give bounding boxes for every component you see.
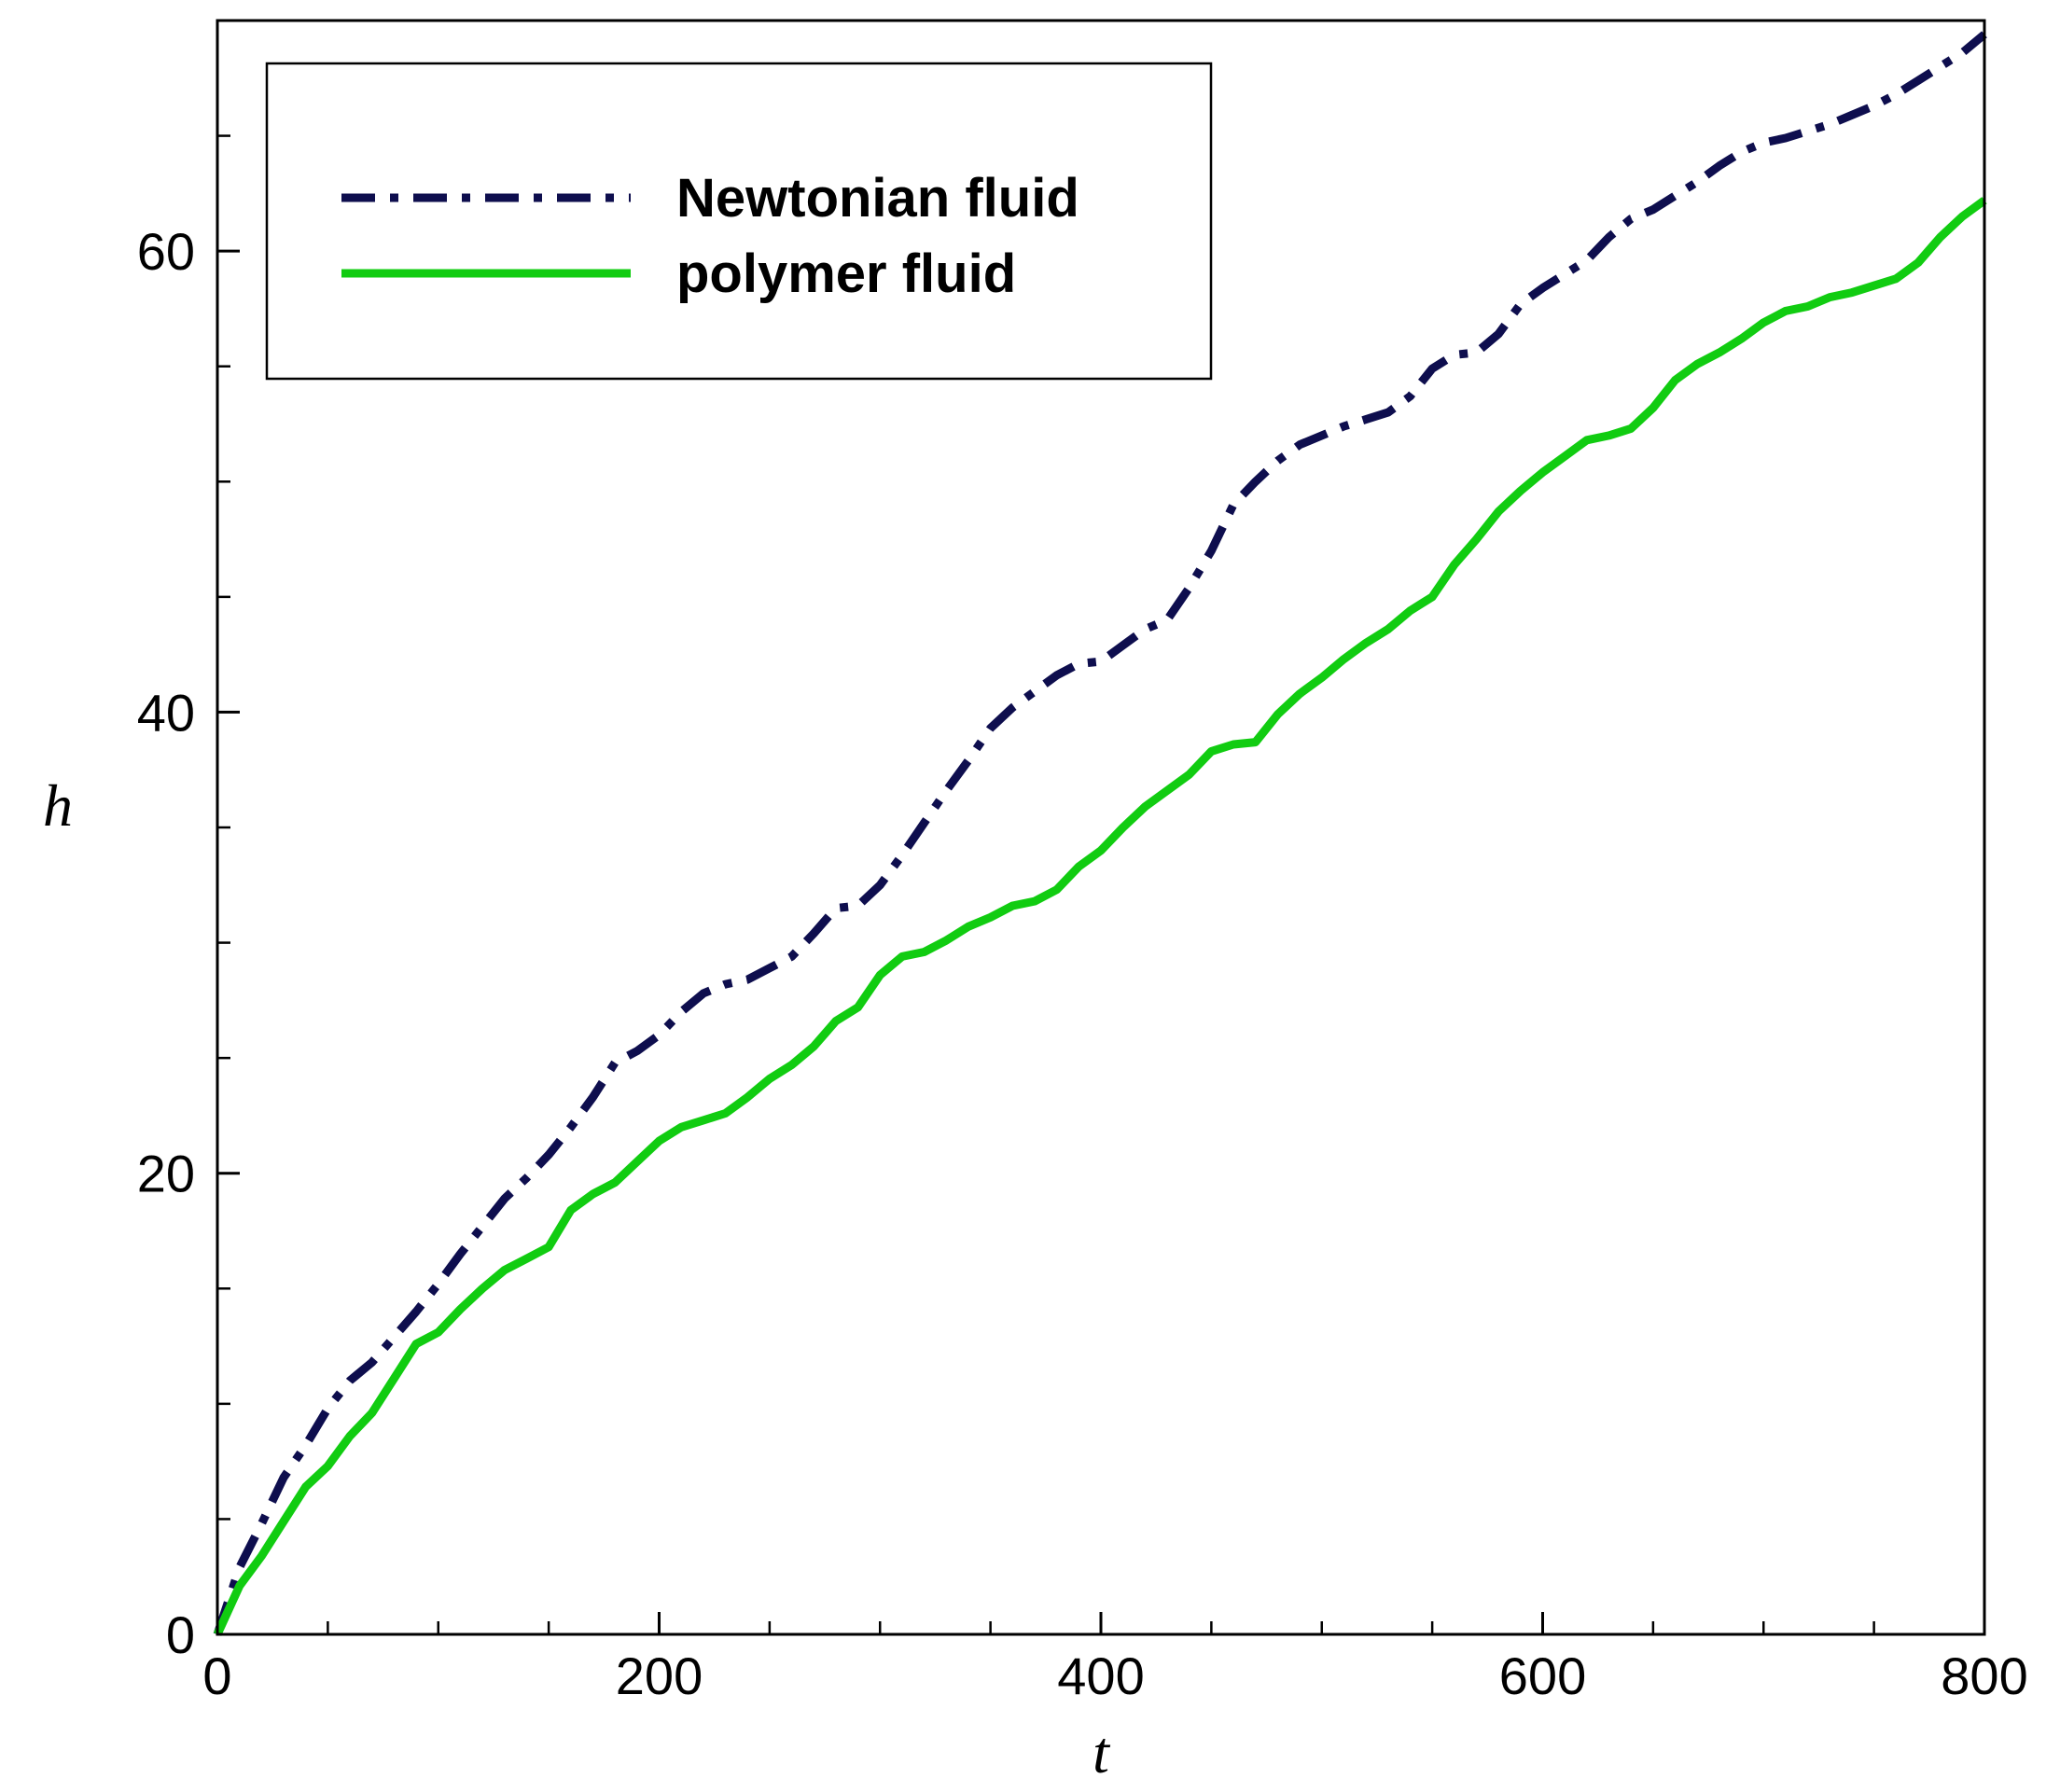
y-axis-title: h (43, 772, 73, 839)
axis-ticks (216, 134, 1986, 1636)
plot-series (213, 31, 1987, 1636)
series-line-newtonian (213, 31, 1987, 1636)
x-axis-title: t (1093, 1719, 1111, 1785)
x-tick-label: 0 (202, 1646, 231, 1705)
x-tick-label: 200 (616, 1646, 703, 1705)
x-tick-label: 600 (1499, 1646, 1586, 1705)
legend-box (265, 62, 1213, 381)
y-tick-label: 20 (137, 1145, 195, 1203)
legend: Newtonian fluid polymer fluid (265, 62, 1213, 381)
series-line-polymer (213, 197, 1987, 1636)
legend-label-newtonian: Newtonian fluid (676, 168, 1079, 229)
y-tick-label: 60 (137, 222, 195, 281)
y-tick-label: 0 (166, 1605, 195, 1664)
x-tick-label: 800 (1941, 1646, 2027, 1705)
x-tick-label: 400 (1057, 1646, 1144, 1705)
axis-tick-labels: 0 200 400 600 800 0 20 40 60 (137, 222, 2028, 1705)
y-tick-label: 40 (137, 683, 195, 742)
legend-label-polymer: polymer fluid (676, 243, 1016, 304)
